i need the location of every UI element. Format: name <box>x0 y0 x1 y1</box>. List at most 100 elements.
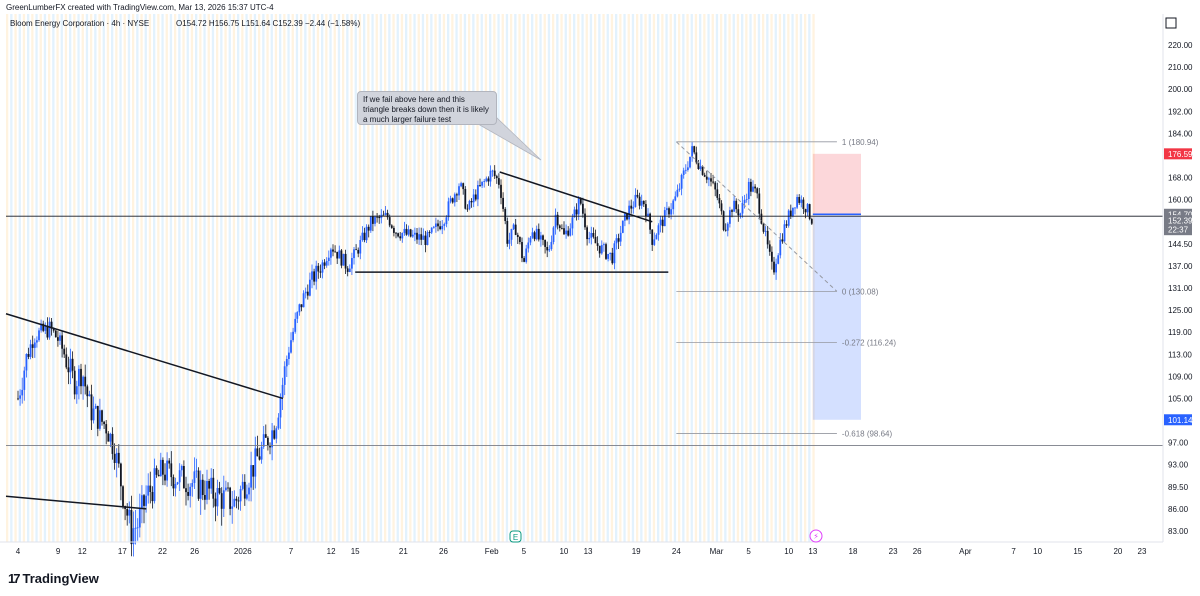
candle-body <box>613 243 616 264</box>
session-band <box>573 14 576 542</box>
candle-body <box>386 212 389 218</box>
price-tick-label: 83.00 <box>1168 527 1189 536</box>
dividend-marker[interactable]: ⚡ <box>809 529 823 543</box>
candle-body <box>670 209 672 215</box>
candle-body <box>563 228 565 235</box>
candle-body <box>674 196 677 201</box>
session-band <box>148 14 152 542</box>
candle-body <box>468 201 471 209</box>
session-band <box>304 14 307 542</box>
candle-body <box>17 398 19 400</box>
candle-body <box>729 210 731 224</box>
session-band <box>678 14 681 542</box>
session-band <box>232 14 236 542</box>
candle-body <box>785 224 788 226</box>
session-band <box>442 14 446 542</box>
candle-body <box>115 452 118 463</box>
session-band <box>791 14 794 542</box>
candle-body <box>609 252 612 254</box>
candle-body <box>180 466 183 471</box>
time-tick-label: 26 <box>913 547 922 556</box>
session-band <box>190 14 194 542</box>
session-band <box>556 14 559 542</box>
session-band <box>35 14 38 542</box>
session-band <box>564 14 567 542</box>
annotation-callout[interactable]: If we fail above here and this triangle … <box>357 91 497 125</box>
candle-body <box>210 477 213 489</box>
candle-body <box>678 188 681 190</box>
price-tick-label: 119.00 <box>1168 328 1192 337</box>
session-band <box>39 14 42 542</box>
svg-text:E: E <box>513 533 518 542</box>
candle-body <box>506 221 509 244</box>
candle-body <box>246 494 248 499</box>
candle-body <box>357 249 360 254</box>
session-band <box>753 14 756 542</box>
session-band <box>455 14 458 542</box>
candle-body <box>80 368 82 387</box>
symbol-title: Bloom Energy Corporation · 4h · NYSE <box>10 19 149 28</box>
session-band <box>342 14 345 542</box>
candle-body <box>449 198 452 202</box>
candle-body <box>514 224 517 235</box>
candle-body <box>718 197 721 204</box>
session-band <box>804 14 807 542</box>
candle-body <box>403 228 406 233</box>
candle-body <box>716 189 719 198</box>
session-band <box>346 14 349 542</box>
candle-body <box>300 304 303 308</box>
candle-body <box>552 227 555 242</box>
time-tick-label: 20 <box>1113 547 1122 556</box>
candle-body <box>453 194 456 203</box>
candle-body <box>216 488 219 507</box>
time-tick-label: Feb <box>485 547 499 556</box>
session-band <box>295 14 299 542</box>
candle-body <box>804 209 807 213</box>
candle-body <box>712 181 714 183</box>
session-band <box>144 14 147 542</box>
candle-body <box>569 228 572 236</box>
candle-body <box>40 323 42 331</box>
session-band <box>539 14 542 542</box>
price-tick-label: 160.00 <box>1168 196 1193 205</box>
candle-body <box>642 200 645 205</box>
earnings-marker[interactable]: E <box>509 530 522 543</box>
candle-body <box>67 367 70 373</box>
fib-labels: 1 (180.94) 0 (130.08) -0.272 (116.24) -0.61… <box>842 138 896 439</box>
session-band <box>18 14 21 542</box>
candle-body <box>510 229 513 240</box>
session-band <box>253 14 257 542</box>
candle-body <box>243 481 246 499</box>
time-tick-label: 10 <box>1033 547 1042 556</box>
maximize-icon[interactable] <box>1165 17 1177 29</box>
session-band <box>720 14 723 542</box>
candle-body <box>632 206 635 209</box>
candle-body <box>321 262 324 273</box>
candle-body <box>317 265 320 272</box>
candle-body <box>443 224 446 226</box>
candle-body <box>693 146 696 153</box>
price-tick-label: 200.00 <box>1168 85 1193 94</box>
session-band <box>766 14 769 542</box>
candle-body <box>69 358 72 373</box>
session-band <box>396 14 399 542</box>
candle-body <box>575 209 578 215</box>
candle-body <box>65 354 68 368</box>
candle-body <box>75 386 78 395</box>
candle-body <box>164 474 166 481</box>
candle-body <box>90 394 93 421</box>
candle-body <box>701 166 704 175</box>
time-axis: 4 9 12 17 22 26 2026 7 12 15 21 26 Feb 5 10 13 19 24 Mar 5 1… <box>16 547 1147 556</box>
candle-body <box>481 181 483 186</box>
candle-body <box>187 492 189 496</box>
candle-body <box>351 258 353 269</box>
session-band <box>552 14 555 542</box>
price-tick-label: 105.00 <box>1168 394 1193 403</box>
session-band <box>270 14 273 542</box>
session-band <box>153 14 156 542</box>
session-band <box>581 14 584 542</box>
candle-body <box>586 227 588 240</box>
fib-level-label: 0 (130.08) <box>842 287 879 296</box>
session-band <box>476 14 479 542</box>
